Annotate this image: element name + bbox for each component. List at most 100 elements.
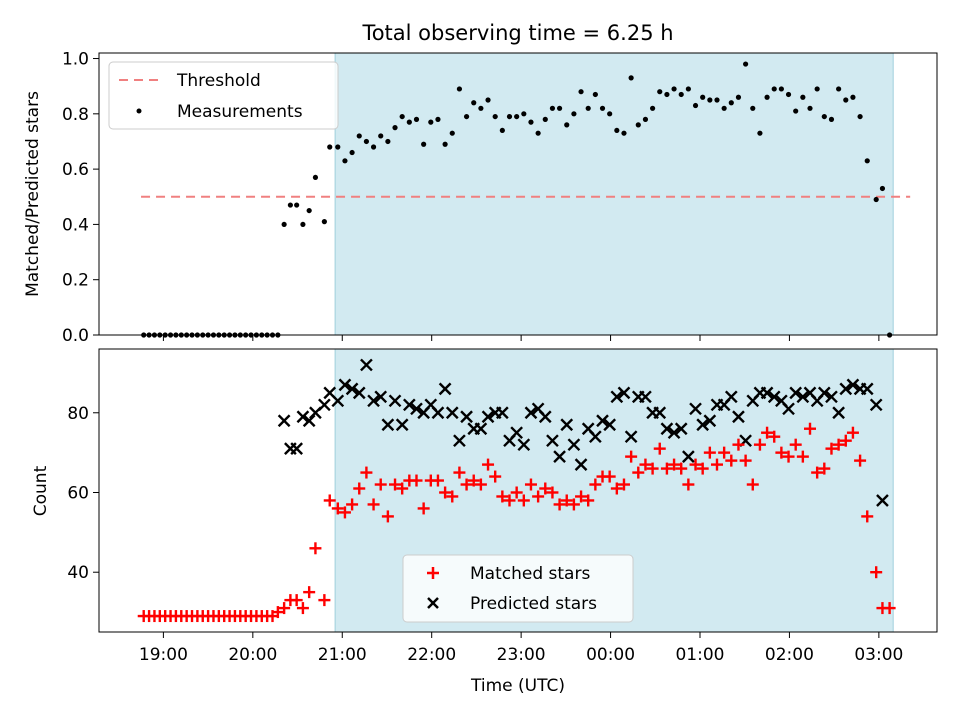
predicted-star-point [302, 414, 316, 428]
matched-star-point [374, 478, 387, 491]
predicted-star-point [696, 418, 710, 432]
predicted-star-point [517, 438, 531, 452]
top-y-axis-label: Matched/Predicted stars [23, 91, 43, 297]
top-plot-frame [98, 52, 938, 336]
predicted-star-point [388, 394, 402, 408]
matched-star-point [789, 438, 802, 451]
measurement-point [778, 86, 784, 92]
top-y-tick-label: 0.8 [62, 105, 89, 125]
measurement-point [585, 105, 591, 111]
x-tick-label: 03:00 [854, 645, 903, 665]
predicted-star-point [689, 402, 702, 416]
predicted-star-point [338, 378, 352, 392]
predicted-star-point [367, 394, 380, 408]
predicted-star-point [589, 430, 602, 444]
measurement-point [771, 86, 777, 92]
measurement-point [578, 89, 584, 95]
measurement-point [728, 100, 734, 106]
top-panel: 0.0 0.2 0.4 0.6 0.8 1.0 Matched/Predicted sta… [23, 50, 938, 346]
measurement-point [478, 105, 484, 111]
matched-star-point [753, 438, 766, 451]
predicted-star-point [438, 382, 452, 396]
matched-star-point [389, 478, 402, 491]
predicted-star-point [546, 434, 559, 448]
measurement-point [735, 94, 742, 100]
matched-star-point [653, 442, 666, 455]
matched-star-point [290, 594, 303, 607]
predicted-star-point [553, 450, 566, 463]
matched-star-point [278, 602, 291, 615]
matched-star-point [567, 498, 580, 511]
measurement-point [349, 149, 355, 156]
measurement-point [700, 94, 706, 100]
matched-star-point [360, 466, 373, 479]
matched-star-point [271, 606, 284, 619]
predicted-star-point [860, 382, 874, 396]
matched-star-point [446, 490, 459, 503]
matched-star-point [854, 454, 867, 467]
x-tick-label: 23:00 [497, 645, 546, 665]
bottom-legend: Matched stars Predicted stars [402, 554, 634, 623]
measurement-point [873, 196, 879, 203]
matched-star-point [883, 602, 896, 615]
predicted-star-point [360, 358, 373, 372]
measurement-point [421, 141, 427, 147]
measurement-point [428, 119, 434, 125]
matched-star-point [768, 430, 781, 443]
matched-star-point [646, 462, 659, 475]
matched-star-point [396, 482, 409, 495]
matched-star-point [381, 510, 394, 523]
matched-star-point [318, 594, 331, 607]
predicted-star-point [410, 402, 423, 416]
measurement-point [514, 113, 520, 120]
matched-star-point [804, 422, 817, 435]
measurement-point [750, 105, 756, 111]
measurement-point [356, 133, 362, 139]
predicted-star-point [653, 406, 667, 420]
measurement-point [456, 86, 463, 92]
predicted-star-point [331, 394, 345, 408]
bottom-plot-frame [98, 348, 938, 633]
top-y-tick-label: 1.0 [62, 50, 89, 70]
predicted-star-point [574, 458, 588, 471]
measurement-point [499, 127, 505, 134]
predicted-star-point [352, 386, 366, 400]
matched-star-point [560, 494, 573, 507]
measurement-point [599, 105, 606, 111]
matched-star-point [668, 458, 681, 471]
measurement-point [621, 130, 627, 136]
matched-star-point [639, 458, 652, 471]
matched-star-point [296, 602, 309, 615]
matched-star-point [323, 494, 336, 507]
matched-star-point [682, 478, 695, 491]
predicted-star-point [603, 418, 617, 432]
predicted-star-point [318, 398, 331, 412]
matched-star-point [353, 482, 366, 495]
legend-measurements-label: Measurements [177, 102, 303, 122]
top-legend-box [108, 61, 339, 130]
legend-threshold-label: Threshold [176, 71, 261, 91]
x-tick-label: 21:00 [318, 645, 367, 665]
matched-star-point [439, 486, 452, 499]
legend-matched-swatch [427, 567, 439, 579]
top-y-tick-label: 0.4 [62, 215, 89, 235]
measurement-point [592, 91, 598, 98]
x-axis-label: Time (UTC) [470, 676, 565, 696]
measurement-point [294, 202, 300, 208]
legend-predicted-swatch [427, 597, 439, 609]
predicted-star-point [682, 450, 695, 463]
predicted-star-point [395, 418, 409, 432]
measurement-point [327, 144, 333, 150]
measurement-point [492, 113, 498, 120]
measurement-point [635, 122, 641, 128]
matched-star-point [532, 490, 545, 503]
predicted-star-point [474, 422, 488, 436]
top-y-tick-label: 0.2 [62, 271, 89, 291]
predicted-star-point [345, 382, 359, 396]
matched-star-point [718, 446, 731, 459]
measurement-point [743, 61, 749, 67]
matched-star-point [431, 474, 444, 487]
matched-star-point [782, 450, 795, 463]
matched-star-point [367, 498, 380, 511]
